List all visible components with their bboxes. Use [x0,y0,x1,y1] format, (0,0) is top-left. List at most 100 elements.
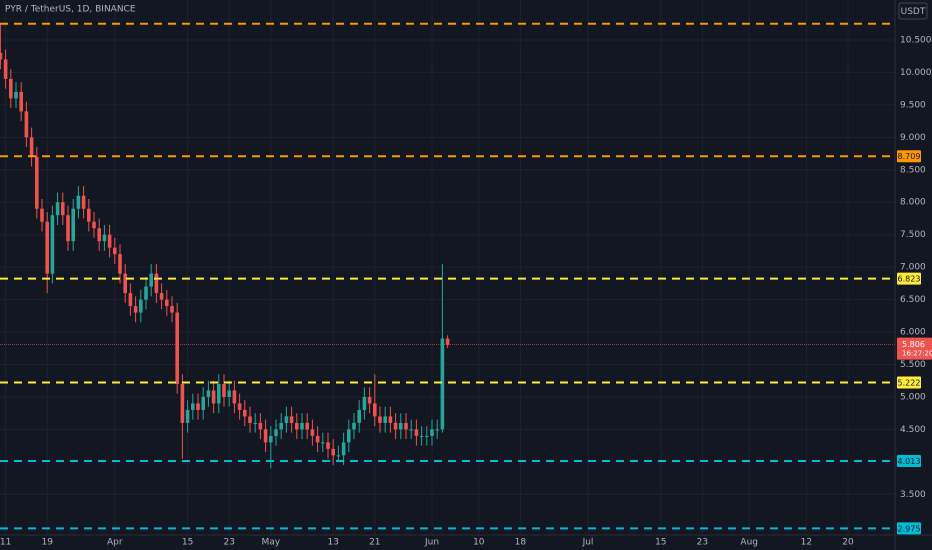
candle-body [97,228,101,242]
candle-body [45,221,49,274]
candle-body [185,409,190,423]
candle-body [180,383,185,423]
candle-body [66,215,70,242]
candle-body [258,422,263,430]
y-tick-label: 4.500 [900,425,926,435]
x-tick-label: 15 [182,538,193,548]
level-label-box [897,522,921,535]
candle-body [347,429,351,443]
candle-body [263,429,268,443]
x-tick-label: 20 [842,538,854,548]
candle-body [87,208,91,222]
x-tick-label: 11 [0,538,11,548]
candle-body [227,390,231,397]
x-tick-label: 13 [327,538,338,548]
candle-body [232,390,237,404]
candle-body [300,422,304,430]
level-label: 5.222 [898,379,921,388]
x-tick-label: Apr [107,538,123,548]
candle-body [113,247,117,255]
candle-body [29,137,34,157]
candle-body [352,422,356,430]
candle-body [191,403,195,410]
candle-body [144,286,148,300]
candle-body [3,59,8,79]
candle-body [35,156,39,209]
candle-body [253,422,257,424]
candle-body [175,312,179,384]
y-tick-label: 6.000 [900,328,926,338]
candle-body [373,403,377,417]
candle-body [206,390,211,397]
x-tick-label: 10 [473,538,485,548]
candle-body [440,338,445,430]
candle-body [378,416,382,423]
x-tick-label: Jun [424,538,439,548]
candle-body [128,293,133,307]
candle-body [284,416,289,423]
x-tick-label: 19 [41,538,53,548]
candle-body [211,390,216,404]
candle-body [50,215,55,274]
x-tick-label: 12 [801,538,812,548]
candle-body [393,422,398,430]
candle-body [367,396,372,404]
candle-body [159,293,164,300]
y-tick-label: 5.500 [900,360,926,370]
candle-body [0,52,3,60]
currency-label[interactable]: USDT [901,7,926,17]
candle-body [243,409,247,417]
level-label: 2.975 [898,524,921,533]
level-label-box [897,455,921,468]
x-tick-label: 23 [223,538,234,548]
chart-title: PYR / TetherUS, 1D, BINANCE [5,5,136,15]
candle-body [409,429,413,431]
candle-body [248,416,252,423]
x-tick-label: Aug [740,538,758,548]
level-label: 4.013 [898,457,921,466]
last-price-box [897,337,932,360]
candle-body [295,422,299,430]
y-tick-label: 6.500 [900,295,926,305]
candle-body [40,208,44,222]
candle-body [305,422,309,430]
y-tick-label: 10.000 [900,68,932,78]
currency-button[interactable] [898,2,928,20]
axes: 3.500 4.500 5.000 5.500 6.000 6.500 7.000 7.500… [0,35,932,548]
candle-body [383,416,387,423]
candle-body [430,429,434,436]
y-tick-label: 9.500 [900,100,926,110]
y-tick-label: 3.500 [900,490,926,500]
last-price-label: 5.806 [902,340,925,349]
level-label: 8.709 [898,152,921,161]
candle-body [217,383,221,404]
candle-body [14,91,18,99]
y-tick-label: 7.500 [900,230,926,240]
candle-body [362,396,367,410]
candle-body [123,273,127,294]
y-tick-label: 10.500 [900,35,932,45]
candle-body [269,435,273,443]
candle-body [71,208,75,242]
candle-body [274,429,278,436]
candle-body [118,254,122,274]
candle-body [279,422,283,430]
candle-body [341,442,346,456]
candle-body [414,429,419,436]
candle-body [81,195,86,209]
candle-body [222,383,226,397]
countdown-label: 16:27:20 [902,350,932,358]
candle-body [170,306,174,313]
candle-body [419,435,424,437]
candle-body [61,202,65,216]
plot [0,22,895,530]
candle-body [201,396,205,410]
candle-body [326,442,330,449]
y-tick-label: 5.000 [900,392,926,402]
y-tick-label: 8.500 [900,165,926,175]
level-label-box [897,272,921,285]
x-tick-label: 23 [697,538,708,548]
y-tick-label: 7.000 [900,263,926,273]
